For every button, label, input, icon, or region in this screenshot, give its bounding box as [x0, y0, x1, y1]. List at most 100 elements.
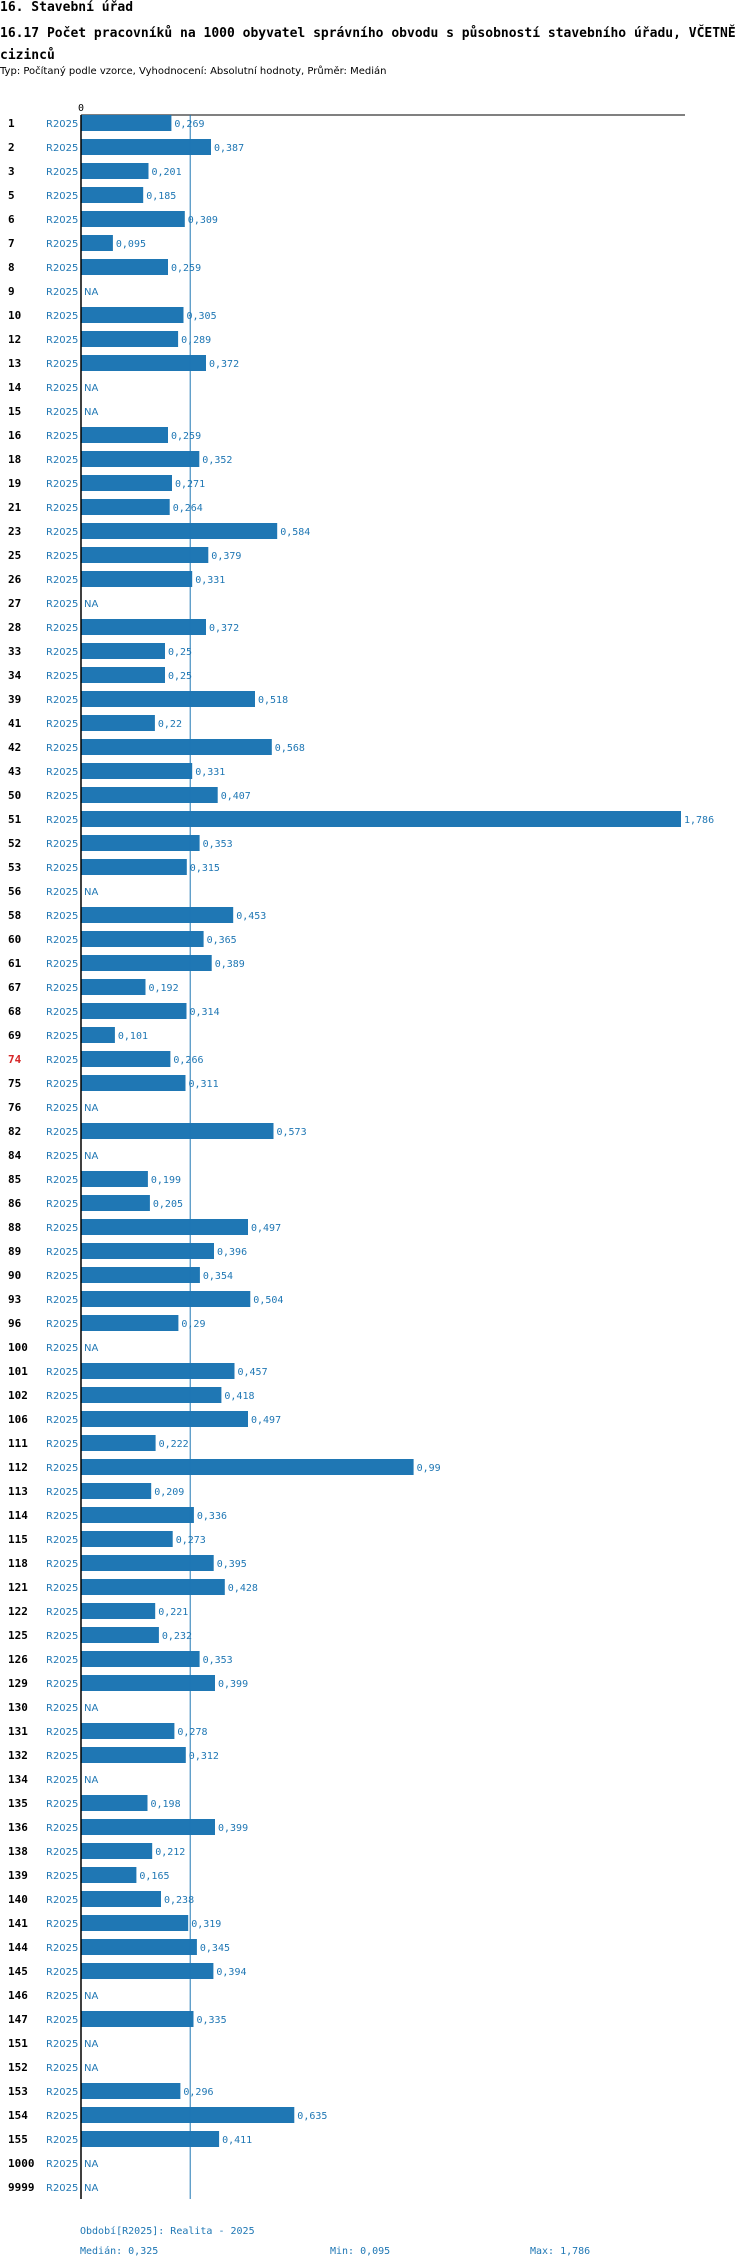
bar — [81, 2083, 181, 2099]
category-label: 102 — [8, 1389, 28, 1402]
category-label: 42 — [8, 741, 21, 754]
bar — [81, 1963, 214, 1979]
data-label: 0,319 — [191, 1919, 221, 1930]
category-label: 115 — [8, 1533, 28, 1546]
data-label: 0,331 — [195, 575, 225, 586]
series-label: R2025 — [46, 1583, 78, 1594]
data-label: 0,192 — [149, 983, 179, 994]
series-label: R2025 — [46, 2111, 78, 2122]
data-label: 0,372 — [209, 623, 239, 634]
category-label: 140 — [8, 1893, 28, 1906]
series-label: R2025 — [46, 1391, 78, 1402]
series-label: R2025 — [46, 1247, 78, 1258]
series-label: R2025 — [46, 743, 78, 754]
data-label: 0,365 — [207, 935, 237, 946]
data-label: 0,232 — [162, 1631, 192, 1642]
series-label: R2025 — [46, 191, 78, 202]
data-label: 0,568 — [275, 743, 305, 754]
chart-title: 16.17 Počet pracovníků na 1000 obyvatel … — [0, 26, 736, 63]
series-label: R2025 — [46, 1535, 78, 1546]
bar — [81, 355, 206, 371]
category-label: 18 — [8, 453, 21, 466]
bar — [81, 859, 187, 875]
footer-min: Min: 0,095 — [330, 2246, 391, 2257]
category-label: 85 — [8, 1173, 21, 1186]
category-label: 43 — [8, 765, 21, 778]
data-label: 0,635 — [297, 2111, 327, 2122]
series-label: R2025 — [46, 1175, 78, 1186]
category-label: 61 — [8, 957, 22, 970]
bar — [81, 1195, 150, 1211]
series-label: R2025 — [46, 1559, 78, 1570]
bar — [81, 667, 165, 683]
category-label: 86 — [8, 1197, 22, 1210]
category-label: 39 — [8, 693, 21, 706]
category-label: 74 — [8, 1053, 22, 1066]
series-label: R2025 — [46, 1991, 78, 2002]
bar — [81, 1027, 115, 1043]
category-label: 58 — [8, 909, 21, 922]
data-label: 0,387 — [214, 143, 244, 154]
category-label: 15 — [8, 405, 21, 418]
category-label: 75 — [8, 1077, 21, 1090]
series-label: R2025 — [46, 335, 78, 346]
category-label: 84 — [8, 1149, 22, 1162]
bar — [81, 1819, 215, 1835]
bar — [81, 619, 206, 635]
bar — [81, 2011, 194, 2027]
series-label: R2025 — [46, 1031, 78, 1042]
category-label: 10 — [8, 309, 21, 322]
series-label: R2025 — [46, 383, 78, 394]
series-label: R2025 — [46, 1439, 78, 1450]
series-label: R2025 — [46, 671, 78, 682]
bar — [81, 451, 200, 467]
bar — [81, 931, 204, 947]
category-label: 67 — [8, 981, 21, 994]
data-label: 0,573 — [277, 1127, 307, 1138]
series-label: R2025 — [46, 1151, 78, 1162]
bar — [81, 1291, 251, 1307]
bar — [81, 427, 168, 443]
category-label: 125 — [8, 1629, 28, 1642]
series-label: R2025 — [46, 1415, 78, 1426]
na-label: NA — [84, 2039, 98, 2050]
bar — [81, 763, 193, 779]
bar — [81, 1219, 248, 1235]
category-label: 7 — [8, 237, 15, 250]
category-label: 50 — [8, 789, 21, 802]
category-label: 132 — [8, 1749, 28, 1762]
na-label: NA — [84, 2063, 98, 2074]
data-label: 0,199 — [151, 1175, 181, 1186]
series-label: R2025 — [46, 527, 78, 538]
data-label: 0,264 — [173, 503, 203, 514]
na-label: NA — [84, 1343, 98, 1354]
category-label: 112 — [8, 1461, 28, 1474]
data-label: 0,259 — [171, 263, 201, 274]
bar — [81, 1627, 159, 1643]
bar — [81, 1387, 222, 1403]
data-label: 0,394 — [216, 1967, 246, 1978]
footer-period: Období[R2025]: Realita - 2025 — [80, 2226, 255, 2237]
bar — [81, 643, 165, 659]
category-label: 113 — [8, 1485, 28, 1498]
data-label: 0,379 — [211, 551, 241, 562]
bar — [81, 1579, 225, 1595]
bar — [81, 1603, 156, 1619]
bar — [81, 2131, 220, 2147]
series-label: R2025 — [46, 167, 78, 178]
series-label: R2025 — [46, 2087, 78, 2098]
data-label: 0,497 — [251, 1223, 281, 1234]
data-label: 0,99 — [417, 1463, 441, 1474]
category-label: 129 — [8, 1677, 28, 1690]
data-label: 0,29 — [181, 1319, 205, 1330]
series-label: R2025 — [46, 1367, 78, 1378]
series-label: R2025 — [46, 2183, 78, 2194]
data-label: 0,336 — [197, 1511, 227, 1522]
category-label: 21 — [8, 501, 22, 514]
data-label: 0,504 — [253, 1295, 283, 1306]
na-label: NA — [84, 2159, 98, 2170]
data-label: 0,22 — [158, 719, 182, 730]
bar — [81, 499, 170, 515]
data-label: 0,095 — [116, 239, 146, 250]
